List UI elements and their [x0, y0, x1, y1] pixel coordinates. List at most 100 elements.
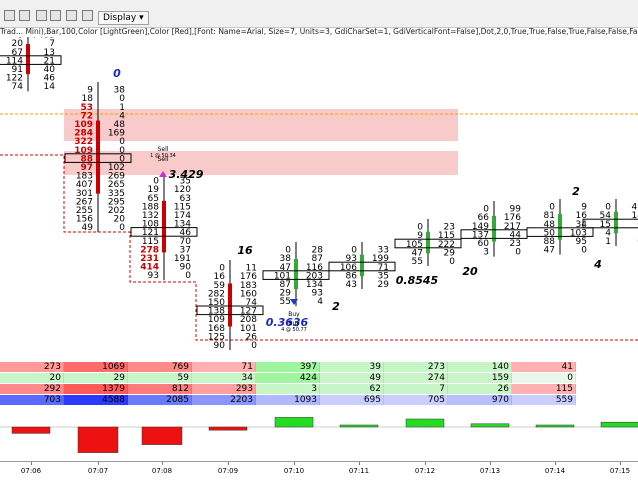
- footprint-ask-cell: 0: [449, 257, 455, 267]
- footprint-ask-cell: 9: [581, 203, 587, 213]
- sell-zone-lower: [64, 151, 458, 175]
- footprint-ask-cell: 116: [306, 263, 323, 273]
- footprint-bid-cell: 183: [76, 172, 93, 182]
- delta-bar: [535, 424, 575, 428]
- footprint-bid-cell: 168: [208, 324, 225, 334]
- footprint-ask-cell: 183: [240, 281, 257, 291]
- footprint-ask-cell: 74: [246, 298, 258, 308]
- footprint-bid-cell: 48: [544, 220, 556, 230]
- footprint-ask-cell: 37: [180, 245, 191, 255]
- footprint-ask-cell: 28: [312, 246, 324, 256]
- footprint-chart[interactable]: 0740320767131142191401224674149381805317…: [0, 37, 638, 353]
- footprint-bid-cell: 109: [74, 146, 93, 156]
- summary-cell: 71: [192, 362, 256, 372]
- footprint-ask-cell: 21: [44, 56, 55, 66]
- footprint-bid-cell: 137: [472, 230, 489, 240]
- footprint-ask-cell: 335: [108, 189, 125, 199]
- pointer-icon[interactable]: [4, 10, 15, 21]
- footprint-bid-cell: 67: [12, 48, 23, 58]
- summary-row-cumulative: 703 4588 2085 2203 1093 695 705 970 559: [0, 395, 638, 405]
- chart-toolbar: Display ▾: [0, 0, 638, 28]
- zoom-icon[interactable]: [19, 10, 30, 21]
- footprint-ask-cell: 71: [378, 263, 389, 273]
- footprint-ask-cell: 1: [119, 103, 125, 113]
- display-dropdown[interactable]: Display ▾: [98, 11, 149, 25]
- window-icon[interactable]: [82, 10, 93, 21]
- footprint-ask-cell: 93: [312, 289, 323, 299]
- summary-row-volume: 273 1069 769 71 397 39 273 140 41: [0, 362, 638, 372]
- summary-cell: 695: [320, 395, 384, 405]
- footprint-ask-cell: 7: [49, 39, 55, 49]
- summary-cell: 159: [448, 373, 512, 383]
- footprint-bid-cell: 53: [80, 103, 93, 113]
- footprint-bid-cell: 0: [285, 246, 291, 256]
- footprint-bid-cell: 81: [544, 211, 555, 221]
- summary-cell: 274: [384, 373, 448, 383]
- footprint-ask-cell: 127: [240, 307, 257, 317]
- footprint-ask-cell: 46: [44, 74, 56, 84]
- bar-body: [294, 259, 298, 290]
- annotation-label: 20: [462, 265, 478, 278]
- footprint-ask-cell: 14: [44, 82, 56, 92]
- summary-table: 273 1069 769 71 397 39 273 140 41 20 29 59 34 424 49 27…: [0, 362, 638, 406]
- cursor-icon[interactable]: [36, 10, 47, 21]
- time-tick: [162, 462, 163, 465]
- bar-body: [360, 254, 364, 277]
- summary-cell: 1069: [64, 362, 128, 372]
- footprint-ask-cell: 191: [174, 254, 191, 264]
- footprint-ask-cell: 87: [312, 254, 323, 264]
- footprint-bid-cell: 50: [544, 228, 556, 238]
- delta-bar: [141, 426, 183, 445]
- footprint-bid-cell: 0: [605, 203, 611, 213]
- footprint-ask-cell: 0: [251, 341, 257, 351]
- footprint-bid-cell: 60: [478, 239, 490, 249]
- grid-icon[interactable]: [50, 10, 61, 21]
- footprint-bid-cell: 1: [605, 237, 611, 247]
- footprint-bid-cell: 93: [148, 271, 159, 281]
- footprint-bid-cell: 72: [80, 111, 93, 121]
- footprint-bid-cell: 267: [76, 197, 93, 207]
- time-tick: [98, 462, 99, 465]
- print-icon[interactable]: [66, 10, 77, 21]
- time-tick: [294, 462, 295, 465]
- annotation-label: 16: [237, 244, 253, 257]
- summary-cell: [576, 362, 638, 372]
- footprint-bid-cell: 18: [82, 94, 94, 104]
- footprint-ask-cell: 0: [119, 94, 125, 104]
- annotation-label: 0.8545: [396, 274, 439, 287]
- footprint-bid-cell: 90: [214, 341, 226, 351]
- summary-cell: 39: [320, 362, 384, 372]
- annotation-label: 0.3636: [266, 316, 309, 329]
- footprint-bid-cell: 106: [340, 263, 357, 273]
- footprint-bid-cell: 47: [412, 248, 423, 258]
- summary-cell: 293: [192, 384, 256, 394]
- footprint-ask-cell: 90: [180, 263, 192, 273]
- delta-bar: [208, 426, 248, 431]
- poc-box: [0, 55, 62, 65]
- footprint-ask-cell: 0: [515, 248, 521, 258]
- summary-cell: 20: [0, 373, 64, 383]
- poc-box: [130, 227, 198, 237]
- time-tick: [228, 462, 229, 465]
- footprint-ask-cell: 176: [240, 272, 257, 282]
- footprint-ask-cell: 0: [119, 137, 125, 147]
- delta-bar: [11, 426, 51, 434]
- footprint-ask-cell: 269: [108, 172, 125, 182]
- footprint-ask-cell: 4: [119, 111, 125, 121]
- footprint-ask-cell: 40: [44, 65, 56, 75]
- footprint-bid-cell: 9: [417, 231, 423, 241]
- footprint-ask-cell: 16: [576, 211, 588, 221]
- time-tick: [490, 462, 491, 465]
- footprint-ask-cell: 70: [180, 237, 192, 247]
- footprint-bid-cell: 109: [208, 315, 225, 325]
- footprint-ask-cell: 222: [438, 240, 455, 250]
- footprint-bid-cell: 278: [140, 245, 159, 255]
- footprint-ask-cell: 63: [180, 194, 191, 204]
- poc-box: [196, 305, 264, 316]
- footprint-bid-cell: 15: [600, 220, 611, 230]
- time-tick: [359, 462, 360, 465]
- footprint-ask-cell: 23: [444, 223, 455, 233]
- footprint-bid-cell: 149: [472, 222, 489, 232]
- delta-chart: [0, 417, 638, 453]
- summary-cell: 115: [512, 384, 576, 394]
